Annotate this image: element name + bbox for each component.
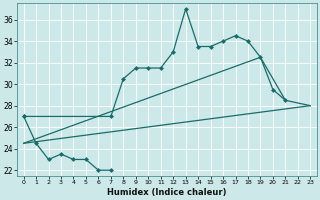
X-axis label: Humidex (Indice chaleur): Humidex (Indice chaleur): [107, 188, 227, 197]
